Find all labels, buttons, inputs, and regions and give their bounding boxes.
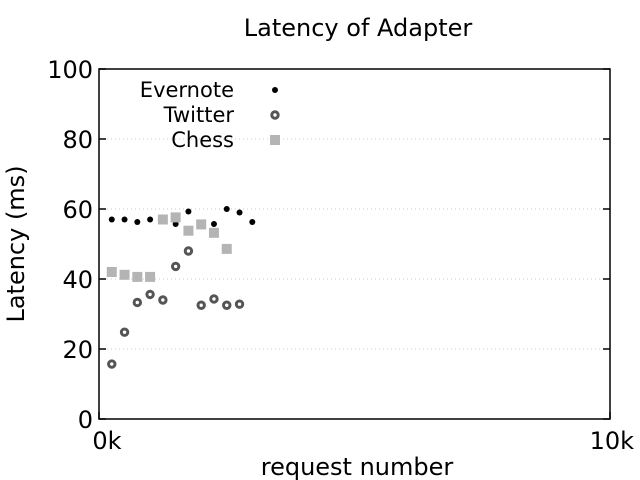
x-axis-title: request number [261, 453, 454, 480]
data-point-twitter [158, 295, 168, 305]
y-tick-label: 60 [62, 196, 93, 224]
legend-marker-twitter [270, 110, 280, 120]
y-axis-title: Latency (ms) [2, 165, 30, 322]
series-evernote [108, 206, 256, 228]
y-tick-label: 40 [62, 266, 93, 294]
chart-title: Latency of Adapter [244, 14, 473, 42]
x-tick-label: 0k [92, 427, 121, 455]
y-tick-label: 20 [62, 336, 93, 364]
data-point-twitter [170, 261, 181, 272]
data-points [106, 206, 256, 369]
data-point-chess [132, 271, 143, 282]
data-point-twitter [234, 299, 245, 309]
series-chess [106, 212, 232, 282]
data-point-evernote [147, 216, 154, 223]
data-point-evernote [185, 208, 192, 215]
data-point-chess [183, 225, 194, 236]
data-point-twitter [132, 297, 143, 308]
data-point-chess [119, 269, 130, 280]
plot-frame [98, 68, 611, 420]
data-point-evernote [223, 206, 230, 212]
data-point-chess [106, 267, 117, 277]
legend-marker-chess [270, 135, 280, 145]
data-point-twitter [183, 246, 194, 256]
data-point-evernote [121, 216, 128, 223]
y-tick-label: 80 [62, 126, 93, 154]
y-tick-label: 100 [47, 56, 93, 84]
data-point-twitter [222, 300, 232, 310]
legend-label-chess: Chess [171, 128, 234, 152]
legend-label-evernote: Evernote [140, 78, 234, 102]
data-point-evernote [249, 218, 256, 225]
data-point-chess [196, 219, 207, 230]
legend-label-twitter: Twitter [163, 103, 235, 127]
legend-marker-evernote [272, 87, 278, 93]
data-point-chess [145, 271, 156, 282]
data-point-chess [170, 212, 181, 223]
series-twitter [107, 246, 245, 369]
data-point-evernote [108, 216, 115, 223]
data-point-twitter [107, 359, 117, 369]
y-tick-label: 0 [78, 406, 93, 434]
data-point-evernote [236, 209, 243, 216]
data-point-chess [221, 243, 232, 254]
data-point-twitter [196, 300, 206, 310]
data-point-evernote [210, 221, 217, 228]
axis-ticks: 0 20 40 60 80 100 0k 10k [47, 56, 634, 455]
data-point-chess [208, 227, 219, 238]
data-point-twitter [209, 294, 219, 304]
data-point-chess [157, 214, 168, 225]
grid-lines [99, 138, 610, 350]
data-point-evernote [172, 221, 179, 228]
data-point-evernote [134, 218, 141, 225]
data-point-twitter [145, 289, 155, 300]
x-tick-label: 10k [590, 427, 635, 455]
data-point-twitter [119, 327, 130, 337]
